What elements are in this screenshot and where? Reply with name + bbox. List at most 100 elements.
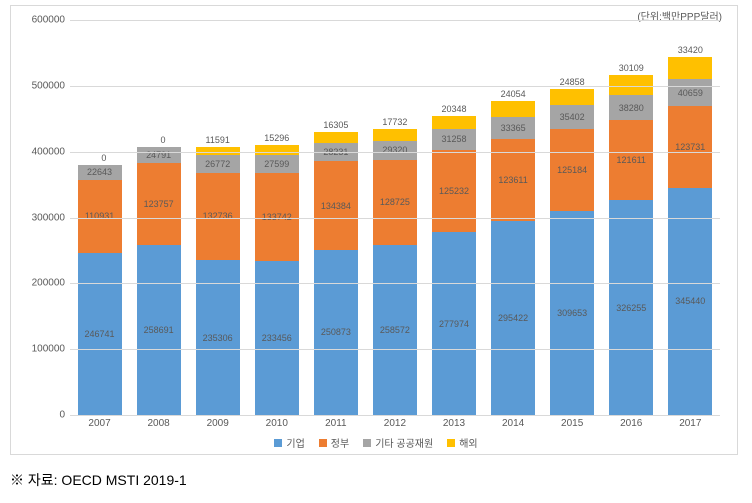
y-tick-label: 400000 (20, 146, 65, 157)
bar-group: 258691123757247910 (137, 147, 181, 415)
bar-value-label: 246741 (85, 329, 115, 339)
gridline (70, 20, 720, 21)
bar-value-label: 38280 (619, 103, 644, 113)
bar-segment-corp: 277974 (432, 232, 476, 415)
chart-container: (단위:백만PPP달러) 246741110931226430258691123… (0, 0, 752, 503)
bar-value-label: 250873 (321, 327, 351, 337)
gridline (70, 415, 720, 416)
bar-segment-corp: 246741 (78, 253, 122, 415)
bar-value-label: 125184 (557, 165, 587, 175)
x-tick-label: 2009 (196, 418, 240, 429)
bar-segment-corp: 309653 (550, 211, 594, 415)
bar-value-label: 11591 (206, 135, 230, 145)
bar-segment-overseas: 33420 (668, 57, 712, 79)
bar-value-label: 31258 (441, 134, 466, 144)
y-tick-label: 600000 (20, 15, 65, 26)
bar-value-label: 24054 (501, 89, 526, 99)
bar-segment-gov: 125184 (550, 129, 594, 211)
bar-value-label: 258691 (144, 325, 174, 335)
legend-swatch (274, 439, 282, 447)
bar-segment-other: 24791 (137, 147, 181, 163)
x-tick-label: 2011 (314, 418, 358, 429)
x-tick-label: 2016 (609, 418, 653, 429)
bar-segment-corp: 233456 (255, 261, 299, 415)
bar-value-label: 30109 (619, 63, 644, 73)
bar-value-label: 345440 (675, 296, 705, 306)
legend-item-gov: 정부 (319, 435, 349, 450)
legend-swatch (319, 439, 327, 447)
gridline (70, 283, 720, 284)
bar-segment-gov: 128725 (373, 160, 417, 245)
bar-value-label: 33420 (678, 45, 703, 55)
bar-group: 2353061327362677211591 (196, 147, 240, 415)
gridline (70, 86, 720, 87)
bar-segment-gov: 134384 (314, 161, 358, 249)
bar-segment-other: 29320 (373, 141, 417, 160)
bar-value-label: 123611 (498, 175, 527, 185)
bar-value-label: 123731 (675, 142, 705, 152)
bar-segment-other: 31258 (432, 129, 476, 150)
gridline (70, 349, 720, 350)
bar-segment-gov: 123731 (668, 106, 712, 187)
bar-segment-corp: 250873 (314, 250, 358, 415)
bar-value-label: 235306 (203, 333, 233, 343)
bar-value-label: 132736 (203, 211, 233, 221)
bar-value-label: 128725 (380, 197, 410, 207)
bar-segment-other: 27599 (255, 155, 299, 173)
legend: 기업 정부 기타 공공재원 해외 (0, 435, 752, 450)
bar-value-label: 26772 (205, 159, 230, 169)
bar-segment-overseas: 16305 (314, 132, 358, 143)
x-tick-label: 2007 (78, 418, 122, 429)
y-tick-label: 0 (20, 410, 65, 421)
bar-segment-corp: 258691 (137, 245, 181, 415)
bar-value-label: 17732 (382, 117, 407, 127)
gridline (70, 218, 720, 219)
bar-value-label: 35402 (560, 112, 585, 122)
bar-value-label: 309653 (557, 308, 587, 318)
bar-segment-corp: 326255 (609, 200, 653, 415)
bar-segment-corp: 258572 (373, 245, 417, 415)
bar-segment-overseas: 24054 (491, 101, 535, 117)
legend-item-other: 기타 공공재원 (363, 435, 433, 450)
bar-value-label: 0 (101, 153, 106, 163)
bar-value-label: 110931 (85, 211, 114, 221)
bar-segment-gov: 125232 (432, 150, 476, 232)
bar-value-label: 125232 (439, 186, 469, 196)
bar-segment-overseas: 15296 (255, 145, 299, 155)
bar-group: 2508731343842823116305 (314, 132, 358, 415)
bar-segment-other: 40659 (668, 79, 712, 106)
bar-value-label: 16305 (323, 120, 348, 130)
gridline (70, 152, 720, 153)
bar-value-label: 121611 (617, 155, 646, 165)
bar-value-label: 22643 (87, 167, 112, 177)
y-tick-label: 500000 (20, 80, 65, 91)
bar-value-label: 40659 (678, 88, 703, 98)
bar-value-label: 33365 (501, 123, 526, 133)
bar-segment-gov: 110931 (78, 180, 122, 253)
bar-segment-other: 38280 (609, 95, 653, 120)
legend-swatch (447, 439, 455, 447)
bar-group: 246741110931226430 (78, 165, 122, 415)
bar-group: 3262551216113828030109 (609, 75, 653, 415)
legend-swatch (363, 439, 371, 447)
bar-value-label: 15296 (264, 133, 289, 143)
bar-group: 309653 125184 35402 24858 (550, 89, 594, 415)
bar-segment-gov: 123757 (137, 163, 181, 244)
bar-value-label: 326255 (616, 303, 646, 313)
bar-group: 2585721287252932017732 (373, 129, 417, 415)
bar-segment-overseas: 24858 (550, 89, 594, 105)
y-tick-label: 200000 (20, 278, 65, 289)
bar-segment-corp: 295422 (491, 221, 535, 415)
x-axis-labels: 2007200820092010201120122013201420152016… (70, 418, 720, 429)
bar-value-label: 20348 (441, 104, 466, 114)
bar-value-label: 277974 (439, 319, 469, 329)
bar-value-label: 258572 (380, 325, 410, 335)
x-tick-label: 2015 (550, 418, 594, 429)
x-tick-label: 2013 (432, 418, 476, 429)
legend-item-corp: 기업 (274, 435, 304, 450)
bar-value-label: 233456 (262, 333, 292, 343)
legend-label: 기타 공공재원 (375, 435, 433, 450)
x-tick-label: 2010 (255, 418, 299, 429)
legend-item-overseas: 해외 (447, 435, 477, 450)
bar-segment-gov: 132736 (196, 173, 240, 260)
